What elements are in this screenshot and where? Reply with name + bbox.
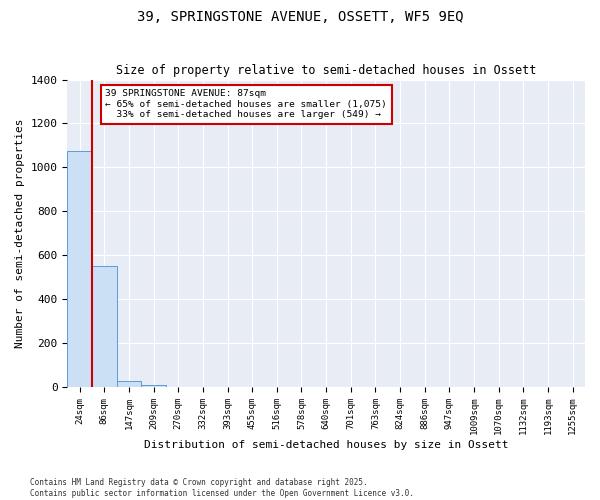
- Text: 39 SPRINGSTONE AVENUE: 87sqm
← 65% of semi-detached houses are smaller (1,075)
 : 39 SPRINGSTONE AVENUE: 87sqm ← 65% of se…: [106, 90, 387, 119]
- Bar: [92, 266, 116, 387]
- Bar: [67, 151, 92, 387]
- Text: Contains HM Land Registry data © Crown copyright and database right 2025.
Contai: Contains HM Land Registry data © Crown c…: [30, 478, 414, 498]
- Bar: [116, 380, 141, 387]
- Y-axis label: Number of semi-detached properties: Number of semi-detached properties: [15, 118, 25, 348]
- Bar: [141, 385, 166, 387]
- Text: 39, SPRINGSTONE AVENUE, OSSETT, WF5 9EQ: 39, SPRINGSTONE AVENUE, OSSETT, WF5 9EQ: [137, 10, 463, 24]
- X-axis label: Distribution of semi-detached houses by size in Ossett: Distribution of semi-detached houses by …: [144, 440, 508, 450]
- Title: Size of property relative to semi-detached houses in Ossett: Size of property relative to semi-detach…: [116, 64, 536, 77]
